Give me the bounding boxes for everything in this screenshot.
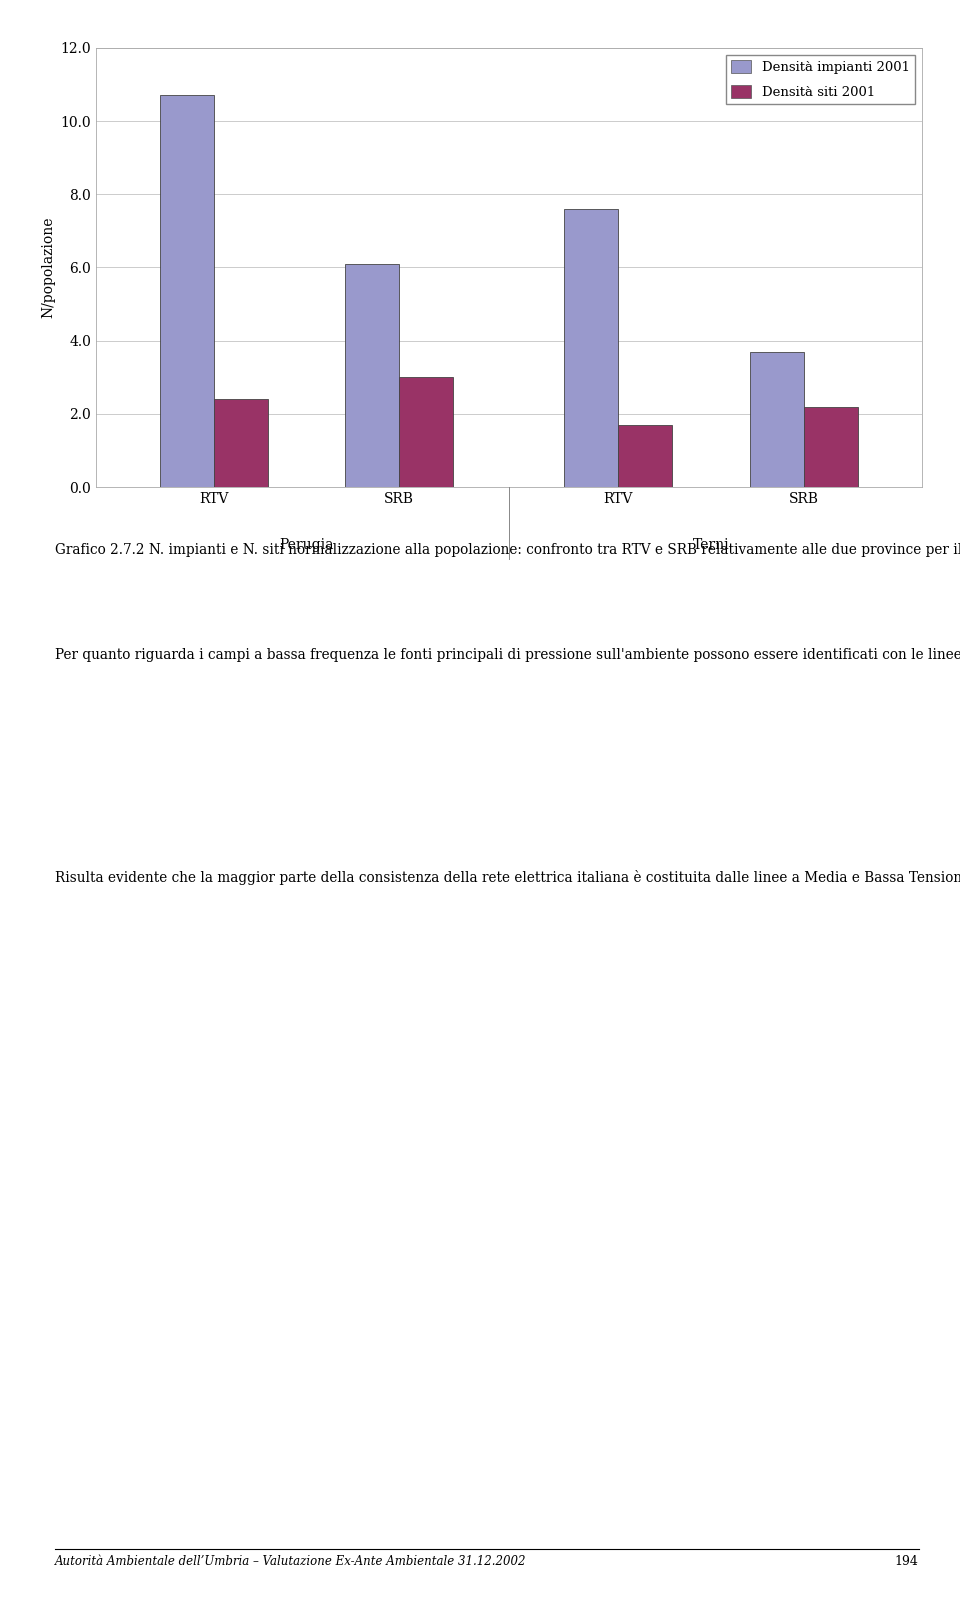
Bar [804, 407, 857, 487]
Bar [214, 399, 268, 487]
Text: Grafico 2.7.2 N. impianti e N. siti normalizzazione alla popolazione: confronto : Grafico 2.7.2 N. impianti e N. siti norm… [55, 543, 960, 557]
Bar [160, 96, 214, 487]
Text: Autorità Ambientale dell’Umbria – Valutazione Ex-Ante Ambientale 31.12.2002: Autorità Ambientale dell’Umbria – Valuta… [55, 1555, 526, 1568]
Text: 194: 194 [895, 1555, 919, 1568]
Text: Perugia: Perugia [279, 538, 334, 553]
Bar [346, 264, 399, 487]
Bar [399, 377, 453, 487]
Bar [750, 351, 804, 487]
Text: Per quanto riguarda i campi a bassa frequenza le fonti principali di pressione s: Per quanto riguarda i campi a bassa freq… [55, 647, 960, 661]
Text: Risulta evidente che la maggior parte della consistenza della rete elettrica ita: Risulta evidente che la maggior parte de… [55, 870, 960, 885]
Text: Terni: Terni [693, 538, 730, 553]
Legend: Densità impianti 2001, Densità siti 2001: Densità impianti 2001, Densità siti 2001 [726, 54, 915, 104]
Y-axis label: N/popolazione: N/popolazione [41, 217, 55, 318]
Bar [618, 425, 672, 487]
Bar [564, 209, 618, 487]
